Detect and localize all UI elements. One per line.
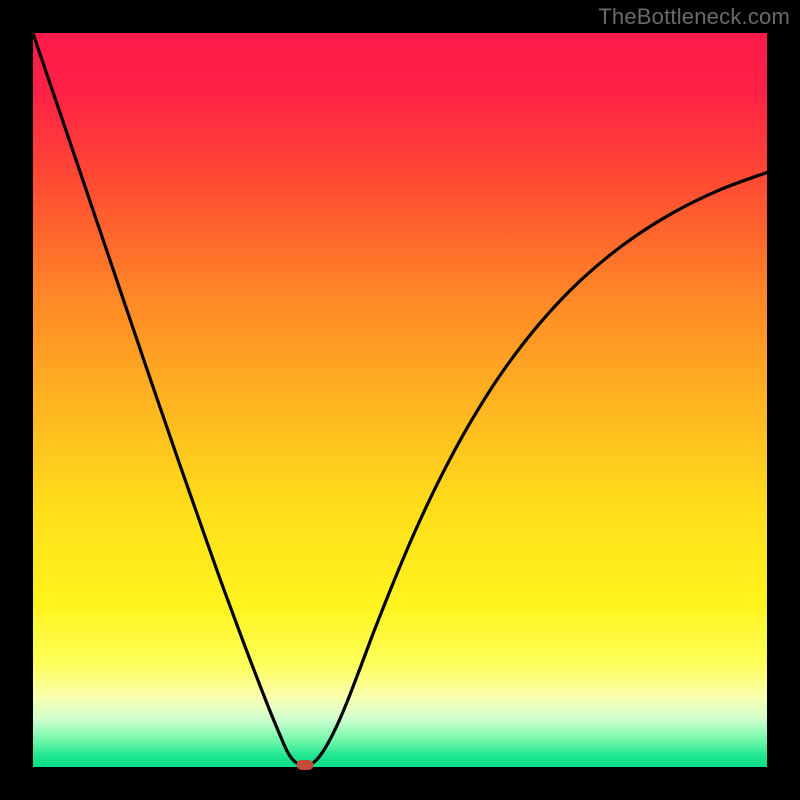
bottleneck-curve [33, 33, 767, 767]
optimum-marker [296, 760, 313, 770]
watermark-text: TheBottleneck.com [598, 4, 790, 30]
chart-frame: TheBottleneck.com [0, 0, 800, 800]
plot-area [33, 33, 767, 767]
